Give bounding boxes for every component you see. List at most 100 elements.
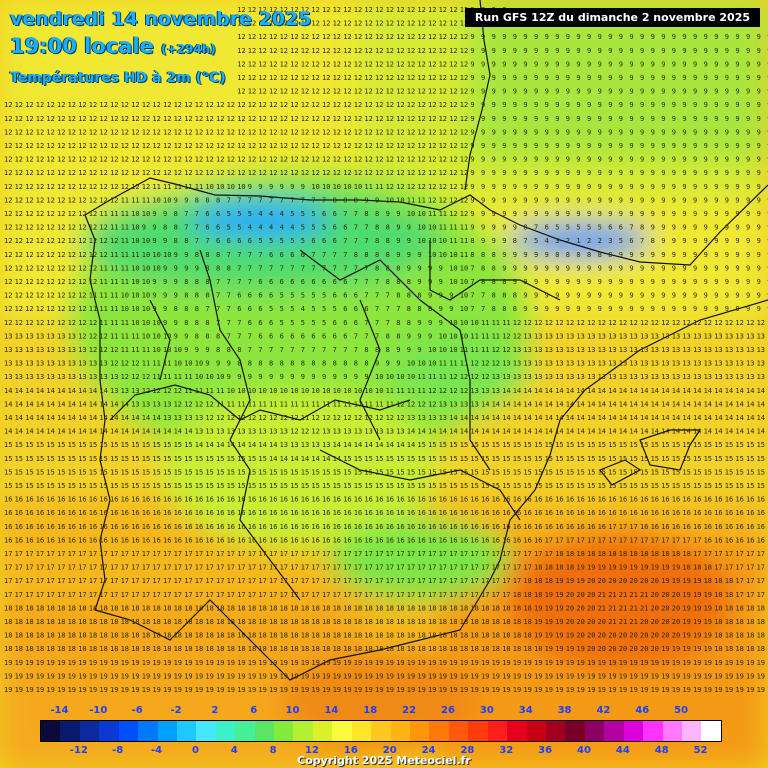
svg-text:9: 9 bbox=[672, 292, 676, 300]
svg-text:8: 8 bbox=[227, 264, 231, 272]
svg-text:12: 12 bbox=[375, 115, 383, 123]
svg-text:11: 11 bbox=[248, 400, 256, 408]
svg-text:9: 9 bbox=[301, 373, 305, 381]
svg-text:17: 17 bbox=[354, 564, 362, 572]
svg-text:12: 12 bbox=[25, 278, 33, 286]
svg-text:8: 8 bbox=[205, 264, 209, 272]
svg-text:14: 14 bbox=[205, 441, 213, 449]
svg-text:9: 9 bbox=[682, 142, 686, 150]
svg-text:9: 9 bbox=[757, 142, 761, 150]
svg-text:13: 13 bbox=[682, 360, 690, 368]
svg-text:11: 11 bbox=[163, 373, 171, 381]
svg-text:9: 9 bbox=[492, 47, 496, 55]
svg-text:10: 10 bbox=[142, 237, 150, 245]
svg-text:14: 14 bbox=[725, 387, 733, 395]
svg-text:12: 12 bbox=[25, 305, 33, 313]
svg-text:15: 15 bbox=[248, 455, 256, 463]
svg-text:7: 7 bbox=[386, 292, 390, 300]
svg-text:9: 9 bbox=[587, 183, 591, 191]
svg-text:19: 19 bbox=[523, 659, 531, 667]
svg-text:9: 9 bbox=[640, 183, 644, 191]
svg-text:15: 15 bbox=[502, 468, 510, 476]
svg-text:12: 12 bbox=[68, 319, 76, 327]
svg-text:18: 18 bbox=[735, 632, 743, 640]
svg-text:19: 19 bbox=[57, 659, 65, 667]
svg-text:6: 6 bbox=[354, 305, 358, 313]
svg-text:19: 19 bbox=[15, 686, 23, 694]
svg-text:18: 18 bbox=[174, 618, 182, 626]
svg-text:13: 13 bbox=[25, 346, 33, 354]
svg-text:9: 9 bbox=[629, 196, 633, 204]
svg-text:7: 7 bbox=[248, 346, 252, 354]
svg-text:16: 16 bbox=[492, 523, 500, 531]
svg-text:13: 13 bbox=[640, 373, 648, 381]
svg-text:12: 12 bbox=[439, 74, 447, 82]
svg-text:13: 13 bbox=[725, 332, 733, 340]
svg-text:12: 12 bbox=[195, 128, 203, 136]
svg-text:16: 16 bbox=[15, 523, 23, 531]
svg-text:11: 11 bbox=[492, 319, 500, 327]
svg-text:9: 9 bbox=[629, 33, 633, 41]
svg-text:12: 12 bbox=[449, 373, 457, 381]
svg-text:16: 16 bbox=[333, 523, 341, 531]
svg-text:20: 20 bbox=[661, 591, 669, 599]
svg-text:12: 12 bbox=[290, 156, 298, 164]
svg-text:18: 18 bbox=[619, 550, 627, 558]
svg-text:10: 10 bbox=[152, 196, 160, 204]
svg-text:12: 12 bbox=[396, 47, 404, 55]
svg-text:15: 15 bbox=[142, 441, 150, 449]
svg-text:13: 13 bbox=[417, 414, 425, 422]
svg-text:9: 9 bbox=[545, 169, 549, 177]
svg-text:10: 10 bbox=[142, 278, 150, 286]
svg-text:12: 12 bbox=[386, 101, 394, 109]
svg-text:15: 15 bbox=[502, 455, 510, 463]
svg-text:15: 15 bbox=[619, 468, 627, 476]
svg-text:15: 15 bbox=[237, 468, 245, 476]
svg-text:9: 9 bbox=[598, 128, 602, 136]
svg-text:9: 9 bbox=[407, 251, 411, 259]
svg-text:18: 18 bbox=[89, 645, 97, 653]
svg-text:15: 15 bbox=[152, 468, 160, 476]
svg-text:9: 9 bbox=[746, 292, 750, 300]
svg-text:9: 9 bbox=[322, 373, 326, 381]
legend-label-bottom: 20 bbox=[383, 745, 397, 756]
svg-text:19: 19 bbox=[205, 659, 213, 667]
svg-text:9: 9 bbox=[661, 74, 665, 82]
svg-text:9: 9 bbox=[523, 60, 527, 68]
svg-text:9: 9 bbox=[502, 88, 506, 96]
svg-text:17: 17 bbox=[78, 577, 86, 585]
svg-text:8: 8 bbox=[566, 251, 570, 259]
svg-text:21: 21 bbox=[629, 591, 637, 599]
svg-text:14: 14 bbox=[725, 414, 733, 422]
svg-text:17: 17 bbox=[672, 536, 680, 544]
svg-text:7: 7 bbox=[343, 237, 347, 245]
svg-text:12: 12 bbox=[280, 6, 288, 14]
svg-text:12: 12 bbox=[269, 6, 277, 14]
svg-text:9: 9 bbox=[534, 196, 538, 204]
svg-text:8: 8 bbox=[492, 278, 496, 286]
svg-text:9: 9 bbox=[513, 60, 517, 68]
svg-text:12: 12 bbox=[386, 60, 394, 68]
svg-text:12: 12 bbox=[46, 196, 54, 204]
svg-text:18: 18 bbox=[757, 604, 765, 612]
svg-text:15: 15 bbox=[651, 455, 659, 463]
svg-text:16: 16 bbox=[757, 509, 765, 517]
svg-text:9: 9 bbox=[587, 278, 591, 286]
svg-text:5: 5 bbox=[290, 319, 294, 327]
svg-text:8: 8 bbox=[184, 319, 188, 327]
svg-text:9: 9 bbox=[608, 278, 612, 286]
svg-text:18: 18 bbox=[25, 618, 33, 626]
legend-label-bottom: 32 bbox=[499, 745, 513, 756]
svg-text:9: 9 bbox=[555, 210, 559, 218]
svg-text:6: 6 bbox=[333, 332, 337, 340]
svg-text:11: 11 bbox=[470, 346, 478, 354]
svg-text:9: 9 bbox=[640, 169, 644, 177]
legend-swatch bbox=[681, 721, 702, 741]
svg-text:17: 17 bbox=[354, 591, 362, 599]
svg-text:9: 9 bbox=[725, 74, 729, 82]
svg-text:9: 9 bbox=[725, 210, 729, 218]
legend-swatch bbox=[41, 721, 61, 741]
svg-text:10: 10 bbox=[237, 183, 245, 191]
svg-text:16: 16 bbox=[216, 523, 224, 531]
svg-text:8: 8 bbox=[386, 251, 390, 259]
